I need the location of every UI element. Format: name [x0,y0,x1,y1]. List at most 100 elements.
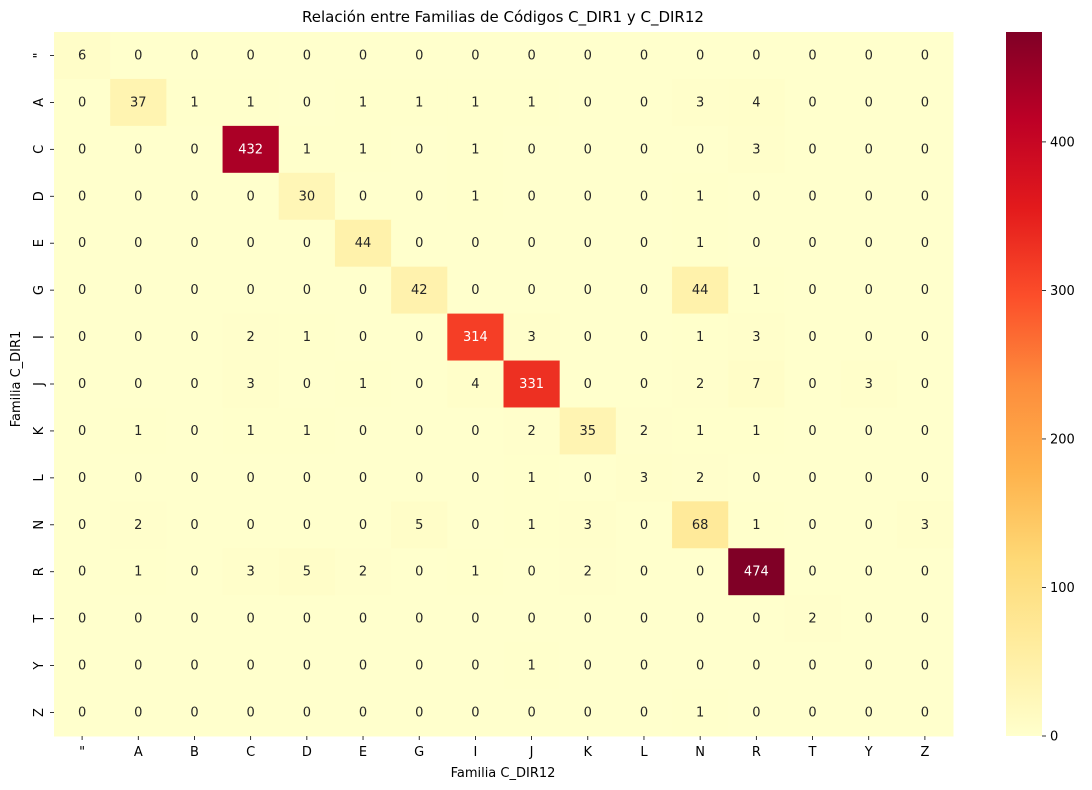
cell-value-label: 0 [78,659,86,674]
cell-value-label: 0 [808,706,816,721]
heatmap-cell [391,407,448,455]
heatmap-cell [784,501,842,549]
cell-value-label: 0 [471,706,479,721]
cell-value-label: 0 [640,330,648,345]
cell-value-label: 0 [78,565,86,580]
cell-value-label: 474 [744,565,769,580]
cell-value-label: 0 [247,518,255,533]
heatmap-cell [559,32,617,80]
cell-value-label: 0 [415,48,423,63]
cell-value-label: 1 [303,424,311,439]
cell-value-label: 0 [359,471,367,486]
heatmap-cell [334,689,392,737]
cell-value-label: 0 [865,95,873,110]
heatmap-cell [391,548,448,596]
heatmap-cell [278,125,336,174]
cell-value-label: 0 [640,706,648,721]
cell-value-label: 0 [640,48,648,63]
cell-value-label: 0 [527,706,535,721]
heatmap-cell [447,595,504,643]
cell-value-label: 2 [584,565,592,580]
cell-value-label: 0 [752,236,760,251]
heatmap-cell [615,595,673,643]
heatmap-cell [222,32,280,80]
cell-value-label: 0 [190,142,198,157]
cell-value-label: 1 [471,565,479,580]
cell-value-label: 0 [865,518,873,533]
cell-value-label: 0 [134,706,142,721]
heatmap-cell [559,125,617,174]
cell-value-label: 1 [527,659,535,674]
cell-value-label: 0 [190,189,198,204]
heatmap-cell [784,689,842,737]
heatmap-cell [896,125,954,174]
cell-value-label: 0 [190,706,198,721]
cell-value-label: 0 [584,95,592,110]
cell-value-label: 0 [752,471,760,486]
heatmap-cell [503,313,561,362]
heatmap-cell [110,266,167,315]
heatmap-cell [672,407,729,455]
y-tick-label: G [32,285,47,295]
x-tick-label: R [752,745,761,760]
cell-value-label: 0 [527,612,535,627]
cell-value-label: 1 [696,189,704,204]
heatmap-cell [503,219,561,268]
heatmap-cell [503,32,561,80]
heatmap-cell [840,219,898,268]
heatmap-cell [728,407,785,455]
cell-value-label: 0 [584,612,592,627]
heatmap-cell [503,125,561,174]
cell-value-label: 1 [134,424,142,439]
heatmap-cell [391,313,448,362]
cell-value-label: 0 [471,518,479,533]
cell-value-label: 0 [415,330,423,345]
colorbar-gradient [1006,32,1042,736]
cell-value-label: 0 [865,424,873,439]
heatmap-cell [110,172,167,221]
cell-value-label: 0 [134,612,142,627]
cell-value-label: 0 [78,142,86,157]
heatmap-cell [110,125,167,174]
cell-value-label: 3 [247,377,255,392]
heatmap-cell [559,313,617,362]
cell-value-label: 30 [299,189,316,204]
cell-value-label: 0 [359,283,367,298]
colorbar: 0 100 200 300 400 [1006,32,1075,745]
heatmap-cell [447,642,504,690]
cell-value-label: 0 [865,236,873,251]
heatmap-cell [784,78,842,127]
heatmap-cell [503,595,561,643]
heatmap-cell [559,689,617,737]
cell-value-label: 0 [696,565,704,580]
cell-value-label: 0 [921,142,929,157]
heatmap-cell [54,219,111,268]
heatmap-cell [391,501,448,549]
cell-value-label: 1 [471,95,479,110]
heatmap-cell [166,642,224,690]
cell-value-label: 0 [415,424,423,439]
cell-value-label: 3 [865,377,873,392]
cell-value-label: 3 [640,471,648,486]
heatmap-cell [896,360,954,408]
cell-value-label: 1 [527,95,535,110]
heatmap-cell [278,548,336,596]
cell-value-label: 0 [78,95,86,110]
heatmap-cell [728,313,785,362]
heatmap-cell [222,360,280,408]
cell-value-label: 0 [471,612,479,627]
heatmap-cell [222,689,280,737]
colorbar-tick-label: 0 [1050,730,1058,745]
heatmap-cell [784,407,842,455]
heatmap-cell [672,172,729,221]
heatmap-cell [278,595,336,643]
heatmap-cell [615,501,673,549]
heatmap-cell [222,313,280,362]
heatmap-cell [166,32,224,80]
cell-value-label: 0 [303,95,311,110]
cell-value-label: 0 [190,236,198,251]
cell-value-label: 0 [303,236,311,251]
cell-value-label: 3 [584,518,592,533]
heatmap-cell [896,78,954,127]
cell-value-label: 0 [359,659,367,674]
